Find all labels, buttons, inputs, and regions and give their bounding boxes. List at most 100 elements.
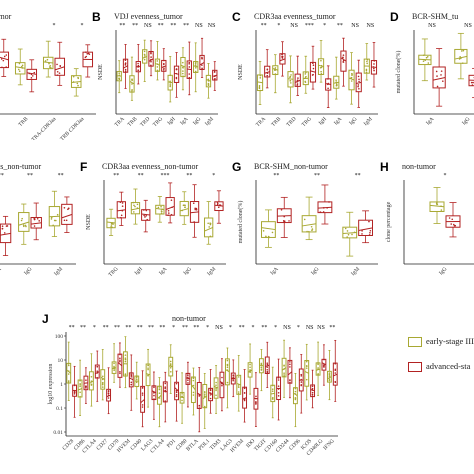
box-advanced [186, 41, 192, 96]
box-early [287, 55, 294, 104]
data-point [198, 407, 201, 410]
data-point [294, 390, 297, 393]
data-point [425, 56, 428, 59]
data-point [471, 84, 474, 86]
significance-label: NS [208, 23, 216, 29]
data-point [50, 67, 52, 69]
box-advanced [310, 369, 316, 409]
box-advanced [140, 370, 146, 428]
data-point [164, 382, 167, 385]
panel-title: non-tumor [172, 314, 206, 323]
data-point [373, 63, 375, 65]
panel-d: D BCR-SHM_tu mutated clone(%) NS IgA NS IgG [390, 10, 474, 140]
data-point [277, 377, 280, 379]
box-advanced [122, 44, 129, 89]
panel-plot: NSDE ** TRA ** TRB NS TRD ** TRG ** IgH ** IgA NS IgG N… [98, 23, 218, 128]
data-point [192, 376, 195, 379]
x-tick-label: IgH [166, 116, 176, 126]
data-point [181, 393, 183, 395]
data-point [182, 67, 184, 69]
x-tick-label: IgA [158, 266, 168, 276]
box-early [202, 373, 208, 429]
box-early [315, 341, 321, 396]
data-point [274, 67, 277, 69]
data-point [56, 74, 59, 76]
data-point [160, 212, 163, 215]
data-point [156, 63, 159, 65]
data-point [372, 66, 375, 68]
x-tick-label: TRB [18, 116, 30, 128]
significance-label: ** [103, 325, 109, 331]
data-point [214, 75, 216, 77]
data-point [323, 363, 325, 366]
box-early [156, 377, 162, 428]
data-point [56, 63, 58, 66]
x-tick-label: CD27 [96, 438, 110, 452]
data-point [201, 57, 203, 60]
legend: early-stage III advanced-sta [408, 336, 474, 373]
data-point [357, 84, 360, 86]
data-point [118, 72, 121, 75]
legend-item-advanced: advanced-sta [408, 361, 474, 373]
data-point [436, 75, 438, 77]
box-early [167, 56, 173, 103]
significance-label: NS [428, 23, 436, 29]
data-point [67, 381, 70, 383]
panel-title: BCR-SHM_non-tumor [254, 162, 328, 171]
box-early [213, 365, 219, 414]
data-point [305, 367, 308, 369]
data-point [424, 59, 427, 62]
data-point [308, 230, 310, 233]
box-advanced [325, 65, 332, 108]
data-point [221, 384, 223, 387]
data-point [111, 222, 114, 224]
data-point [311, 393, 314, 396]
data-point [192, 379, 195, 382]
data-point [358, 88, 360, 90]
data-point [326, 207, 328, 209]
legend-swatch-early [408, 337, 422, 348]
significance-label: ** [355, 173, 361, 179]
legend-swatch-advanced [408, 362, 422, 373]
box-advanced [212, 61, 218, 91]
x-tick-label: IgA [179, 116, 189, 126]
data-point [283, 364, 285, 367]
box-advanced [294, 55, 301, 96]
x-tick-label: TRB [270, 116, 282, 128]
significance-label: NS [306, 325, 314, 331]
data-point [161, 208, 163, 211]
significance-label: ** [159, 325, 165, 331]
data-point [194, 207, 196, 210]
data-point [73, 393, 76, 395]
data-point [147, 374, 149, 377]
data-point [143, 58, 146, 61]
data-point [266, 72, 269, 74]
data-point [423, 54, 425, 57]
data-point [153, 398, 155, 400]
box-advanced [340, 37, 347, 87]
significance-label: * [444, 173, 447, 179]
data-point [296, 81, 298, 83]
box-advanced [162, 371, 168, 423]
box-advanced [321, 344, 327, 386]
significance-label: * [53, 23, 56, 29]
data-point [1, 66, 3, 69]
y-tick-label: 0.1 [56, 406, 63, 412]
box-advanced [128, 354, 134, 411]
data-point [181, 209, 184, 212]
box-advanced [242, 369, 248, 423]
box-advanced [309, 45, 317, 90]
data-point [221, 382, 223, 384]
data-point [288, 220, 290, 222]
significance-label: * [277, 23, 280, 29]
significance-label: ** [138, 173, 144, 179]
significance-label: *** [161, 173, 170, 179]
data-point [440, 205, 442, 207]
data-point [169, 360, 172, 363]
data-point [72, 75, 75, 78]
significance-label: NS [351, 23, 359, 29]
box-advanced [276, 358, 282, 421]
data-point [344, 227, 347, 230]
data-point [312, 64, 315, 67]
data-point [450, 223, 453, 225]
